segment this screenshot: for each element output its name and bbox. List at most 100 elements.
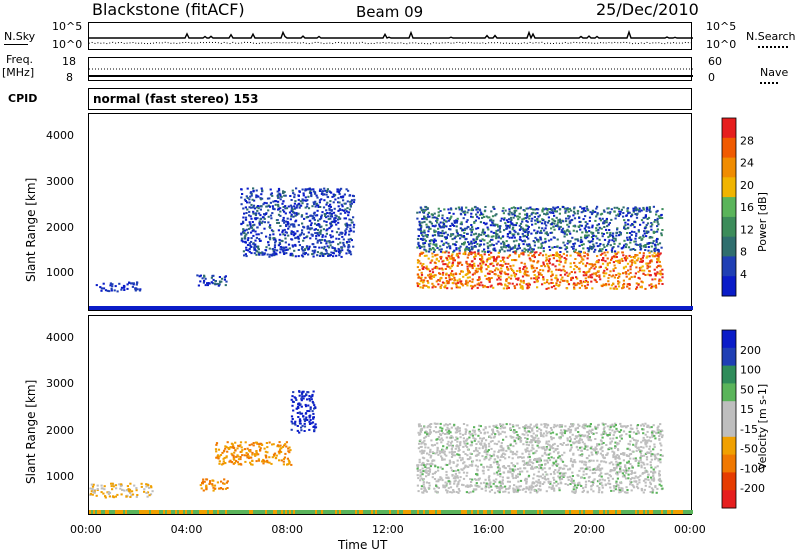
heat-cell	[434, 244, 437, 247]
heat-cell	[282, 206, 285, 208]
heat-cell	[526, 250, 530, 253]
heat-cell	[258, 223, 261, 226]
heat-cell	[533, 229, 536, 232]
heat-cell	[614, 217, 617, 220]
heat-cell	[438, 272, 441, 275]
heat-cell	[331, 195, 334, 198]
heat-cell	[511, 457, 514, 460]
heat-cell	[600, 472, 603, 475]
heat-cell	[350, 219, 353, 222]
heat-cell	[490, 447, 493, 450]
heat-cell	[256, 226, 259, 229]
heat-cell	[250, 252, 253, 255]
heat-cell	[628, 254, 631, 257]
heat-cell	[541, 209, 544, 212]
heat-cell	[538, 226, 541, 229]
heat-cell	[422, 235, 425, 238]
heat-cell	[547, 481, 550, 484]
heat-cell	[446, 464, 449, 466]
heat-cell	[423, 245, 426, 248]
colorbar-segment	[722, 118, 736, 139]
heat-cell	[340, 187, 343, 190]
ground-band-cell	[627, 306, 629, 310]
heat-cell	[455, 225, 458, 228]
heat-cell	[606, 472, 609, 475]
heat-cell	[619, 465, 622, 468]
heat-cell	[502, 438, 505, 441]
heat-cell	[536, 286, 539, 289]
heat-cell	[308, 423, 312, 425]
heat-cell	[425, 254, 428, 257]
heat-cell	[298, 390, 301, 393]
heat-cell	[100, 491, 103, 494]
ground-band-cell	[621, 306, 623, 310]
heat-cell	[465, 206, 468, 209]
heat-cell	[565, 220, 568, 223]
heat-cell	[603, 210, 606, 213]
heat-cell	[509, 265, 512, 268]
ground-band-cell	[179, 306, 181, 310]
heat-cell	[453, 221, 456, 224]
heat-cell	[352, 230, 355, 233]
heat-cell	[522, 279, 525, 282]
heat-cell	[427, 268, 430, 271]
heat-cell	[555, 459, 558, 462]
ground-band-cell	[183, 306, 185, 310]
heat-cell	[312, 243, 315, 246]
heat-cell	[270, 217, 273, 220]
heat-cell	[584, 209, 587, 212]
heat-cell	[526, 244, 529, 247]
heat-cell	[257, 251, 260, 254]
heat-cell	[319, 229, 323, 232]
heat-cell	[654, 284, 657, 287]
ground-band-cell	[501, 306, 503, 310]
ground-band-cell	[349, 306, 351, 310]
heat-cell	[466, 248, 469, 251]
heat-cell	[251, 460, 254, 462]
heat-cell	[583, 463, 586, 466]
heat-cell	[293, 205, 296, 208]
heat-cell	[646, 424, 649, 427]
heat-cell	[481, 231, 484, 234]
heat-cell	[319, 226, 322, 229]
heat-cell	[311, 410, 314, 413]
heat-cell	[323, 187, 326, 190]
ground-band-cell	[163, 306, 165, 310]
heat-cell	[574, 238, 577, 241]
heat-cell	[621, 251, 624, 254]
heat-cell	[569, 254, 572, 257]
heat-cell	[450, 456, 454, 458]
heat-cell	[332, 193, 335, 196]
heat-cell	[556, 278, 559, 281]
heat-cell	[329, 244, 332, 247]
heat-cell	[314, 228, 317, 231]
heat-cell	[569, 265, 572, 268]
heat-cell	[588, 230, 591, 233]
heat-cell	[588, 429, 591, 432]
heat-cell	[496, 429, 499, 432]
heat-cell	[286, 463, 290, 466]
heat-cell	[659, 217, 662, 219]
ground-band-cell	[225, 306, 227, 310]
heat-cell	[626, 232, 629, 234]
heat-cell	[461, 283, 464, 286]
heat-cell	[495, 258, 498, 261]
heat-cell	[428, 228, 431, 230]
heat-cell	[513, 275, 517, 278]
heat-cell	[296, 405, 300, 408]
heat-cell	[121, 489, 124, 491]
heat-cell	[636, 447, 639, 450]
heat-cell	[605, 221, 608, 224]
heat-cell	[310, 422, 313, 425]
heat-cell	[225, 455, 228, 458]
heat-cell	[149, 493, 153, 496]
heat-cell	[341, 249, 344, 252]
heat-cell	[591, 273, 594, 276]
heat-cell	[573, 250, 576, 253]
heat-cell	[476, 207, 479, 210]
heat-cell	[544, 213, 548, 216]
heat-cell	[246, 196, 249, 199]
heat-cell	[584, 229, 587, 232]
heat-cell	[523, 272, 526, 275]
heat-cell	[303, 420, 307, 423]
